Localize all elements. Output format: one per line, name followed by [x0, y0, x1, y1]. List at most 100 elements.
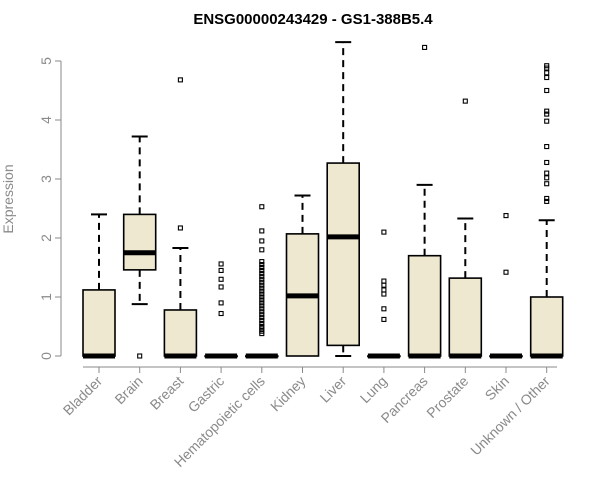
box-iqr — [448, 277, 483, 357]
box-kidney — [285, 194, 320, 357]
outlier-point — [259, 259, 265, 265]
box-gastric — [204, 261, 238, 359]
outlier-point — [137, 353, 143, 359]
y-tick-label: 4 — [38, 116, 54, 124]
outlier-point — [177, 225, 183, 231]
outlier-point — [381, 282, 387, 288]
outlier-point — [218, 310, 224, 317]
outlier-point — [259, 303, 265, 309]
outlier-point — [259, 282, 265, 288]
outlier-point — [259, 247, 265, 253]
outlier-point — [503, 213, 509, 219]
outlier-point — [544, 87, 550, 94]
outlier-point — [177, 77, 183, 83]
chart-title: ENSG00000243429 - GS1-388B5.4 — [193, 11, 433, 28]
outlier-point — [462, 98, 468, 104]
box-liver — [326, 41, 361, 357]
outlier-point — [218, 300, 224, 306]
outlier-point — [259, 270, 265, 276]
outlier-point — [381, 291, 387, 297]
outlier-point — [381, 278, 387, 284]
category-label: Bladder — [60, 373, 106, 419]
box-unknown-other — [529, 63, 564, 359]
outlier-point — [259, 294, 265, 300]
outlier-point — [259, 288, 265, 294]
outlier-point — [259, 306, 265, 312]
box-iqr — [407, 254, 442, 357]
category-label: Liver — [317, 373, 350, 406]
outlier-point — [259, 318, 265, 324]
category-label: Lung — [357, 373, 390, 406]
outlier-point — [259, 285, 265, 291]
outlier-point — [259, 264, 265, 271]
category-label: Skin — [482, 373, 513, 404]
y-tick-label: 5 — [38, 57, 54, 65]
boxes — [82, 41, 564, 359]
box-lung — [367, 229, 401, 359]
y-tick-label: 3 — [38, 175, 54, 183]
box-iqr — [326, 162, 361, 347]
y-tick-label: 1 — [38, 293, 54, 301]
outlier-point — [381, 287, 387, 293]
y-tick-label: 0 — [38, 352, 54, 360]
outlier-point — [544, 74, 550, 81]
outlier-point — [259, 273, 265, 279]
outlier-point — [218, 284, 224, 290]
outlier-point — [259, 267, 265, 274]
category-label: Kidney — [267, 373, 309, 415]
outlier-point — [259, 238, 265, 244]
outlier-point — [259, 291, 265, 297]
outlier-point — [259, 276, 265, 282]
box-brain — [122, 135, 157, 359]
outlier-point — [218, 276, 224, 282]
outlier-point — [544, 63, 550, 69]
outlier-point — [544, 111, 550, 117]
outlier-point — [259, 279, 265, 285]
outlier-point — [259, 315, 265, 321]
outlier-point — [259, 300, 265, 306]
box-skin — [489, 213, 523, 359]
outlier-point — [218, 267, 224, 274]
outlier-point — [381, 316, 387, 322]
y-ticks: 0 1 2 3 4 5 — [38, 57, 61, 360]
outlier-point — [259, 323, 265, 330]
box-iqr — [82, 289, 116, 357]
y-tick-label: 2 — [38, 234, 54, 242]
category-label: Breast — [147, 373, 187, 413]
outlier-point — [259, 261, 265, 268]
outlier-point — [259, 297, 265, 303]
outlier-point — [544, 159, 550, 166]
category-label: Prostate — [423, 373, 471, 421]
outlier-point — [381, 229, 387, 235]
outlier-point — [544, 175, 550, 181]
outlier-point — [259, 228, 265, 234]
outlier-point — [422, 44, 428, 50]
outlier-point — [544, 108, 550, 114]
outlier-point — [544, 144, 550, 150]
outlier-point — [218, 261, 224, 267]
box-bladder — [82, 213, 116, 359]
y-axis-title: Expression — [0, 164, 16, 233]
category-label: Brain — [111, 373, 145, 407]
outlier-point — [259, 309, 265, 315]
outlier-point — [544, 170, 550, 176]
outlier-point — [544, 198, 550, 204]
outlier-point — [544, 118, 550, 124]
outlier-point — [503, 269, 509, 275]
box-iqr — [163, 309, 198, 357]
box-prostate — [448, 98, 483, 359]
outlier-point — [381, 306, 387, 312]
box-breast — [163, 77, 198, 359]
outlier-point — [259, 320, 265, 327]
outlier-point — [259, 204, 265, 210]
box-hematopoietic-cells — [245, 204, 279, 359]
outlier-point — [544, 195, 550, 202]
outlier-point — [544, 70, 550, 76]
outlier-point — [544, 181, 550, 187]
box-iqr — [122, 213, 157, 271]
box-pancreas — [407, 44, 442, 359]
outlier-point — [259, 312, 265, 318]
box-iqr — [529, 296, 564, 357]
